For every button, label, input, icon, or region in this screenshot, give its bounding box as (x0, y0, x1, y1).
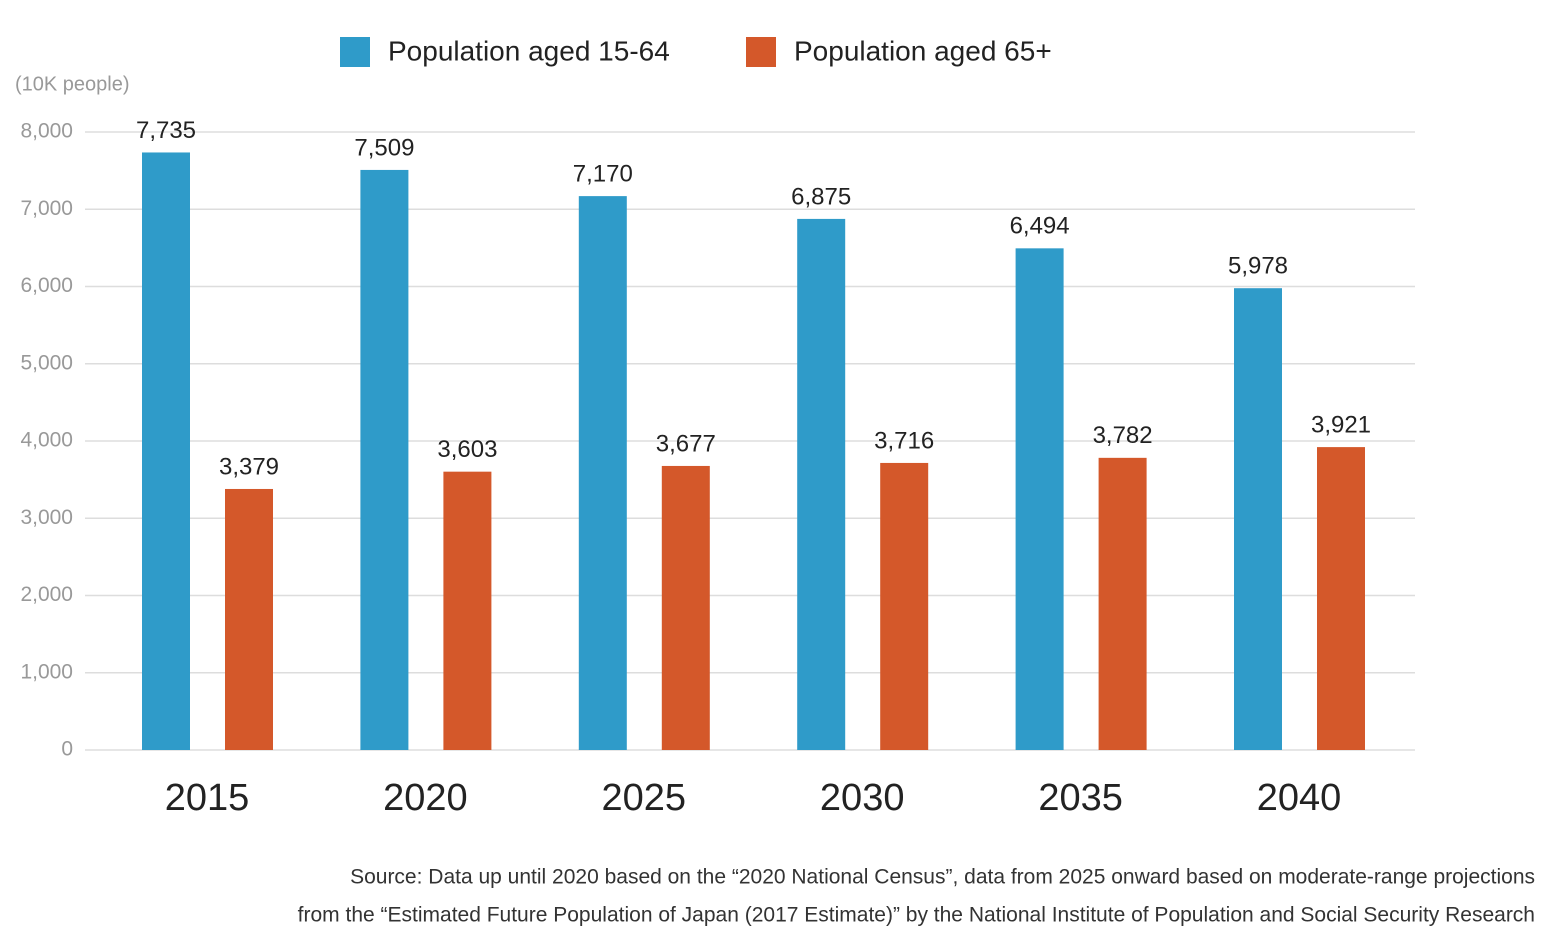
data-label: 7,170 (573, 160, 633, 187)
bar (1015, 248, 1064, 750)
legend-swatch (746, 37, 776, 67)
data-label: 6,875 (791, 183, 851, 210)
data-label: 3,677 (656, 430, 716, 457)
bar (225, 488, 273, 750)
y-tick-label: 7,000 (20, 197, 73, 220)
data-label: 6,494 (1010, 213, 1070, 240)
bar (142, 152, 190, 750)
data-label: 3,603 (437, 436, 497, 463)
y-tick-label: 5,000 (20, 351, 73, 374)
data-label: 3,921 (1311, 411, 1371, 438)
bar (661, 465, 710, 750)
data-label: 5,978 (1228, 253, 1288, 280)
data-label: 3,782 (1093, 422, 1153, 449)
x-tick-label: 2035 (1038, 777, 1123, 819)
y-tick-label: 2,000 (20, 583, 73, 606)
x-tick-label: 2030 (820, 777, 905, 819)
legend-label: Population aged 15-64 (388, 35, 670, 66)
y-tick-label: 3,000 (20, 506, 73, 529)
x-tick-label: 2040 (1257, 777, 1342, 819)
source-note: Source: Data up until 2020 based on the … (350, 866, 1535, 889)
x-tick-label: 2015 (165, 777, 250, 819)
data-label: 7,509 (354, 134, 414, 161)
y-tick-label: 0 (61, 738, 73, 761)
data-label: 3,379 (219, 453, 279, 480)
legend-swatch (340, 37, 370, 67)
legend-label: Population aged 65+ (794, 35, 1052, 66)
y-tick-label: 1,000 (20, 660, 73, 683)
bar (443, 471, 492, 750)
source-note: from the “Estimated Future Population of… (298, 904, 1535, 927)
bar (797, 218, 846, 750)
y-tick-label: 4,000 (20, 429, 73, 452)
bar (880, 462, 929, 750)
x-tick-label: 2020 (383, 777, 468, 819)
bar (578, 196, 627, 750)
bar (360, 169, 409, 750)
x-tick-label: 2025 (602, 777, 687, 819)
bar (1234, 288, 1282, 750)
bar (1317, 447, 1365, 750)
y-tick-label: 8,000 (20, 120, 73, 143)
bar (1098, 457, 1147, 750)
y-tick-label: 6,000 (20, 274, 73, 297)
data-label: 3,716 (874, 427, 934, 454)
data-label: 7,735 (136, 117, 196, 144)
y-axis-label: (10K people) (15, 73, 130, 95)
